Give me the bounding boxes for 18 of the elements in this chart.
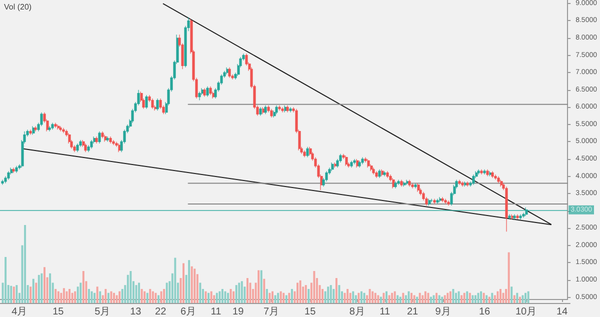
x-tick-label: 22: [155, 306, 167, 317]
x-tick-label: 21: [406, 306, 419, 317]
x-tick-label: 15: [304, 306, 316, 317]
x-tick-label: 6月: [180, 306, 196, 317]
annotation: Vol (20): [4, 2, 32, 12]
x-tick-label: 7月: [264, 306, 280, 317]
x-tick-label: 11: [380, 306, 390, 317]
x-tick-label: 4月: [12, 306, 28, 317]
x-tick-label: 8月: [349, 306, 365, 317]
x-tick-label: 9月: [435, 306, 451, 317]
x-tick-label: 13: [130, 306, 142, 317]
x-tick-label: 5月: [94, 306, 110, 317]
x-tick-label: 10月: [515, 306, 537, 317]
x-tick-label: 11: [210, 306, 222, 317]
x-tick-label: 14: [556, 306, 568, 317]
x-tick-label: 16: [478, 306, 491, 317]
x-tick-label: 15: [52, 306, 64, 317]
x-tick-label: 19: [232, 306, 244, 317]
